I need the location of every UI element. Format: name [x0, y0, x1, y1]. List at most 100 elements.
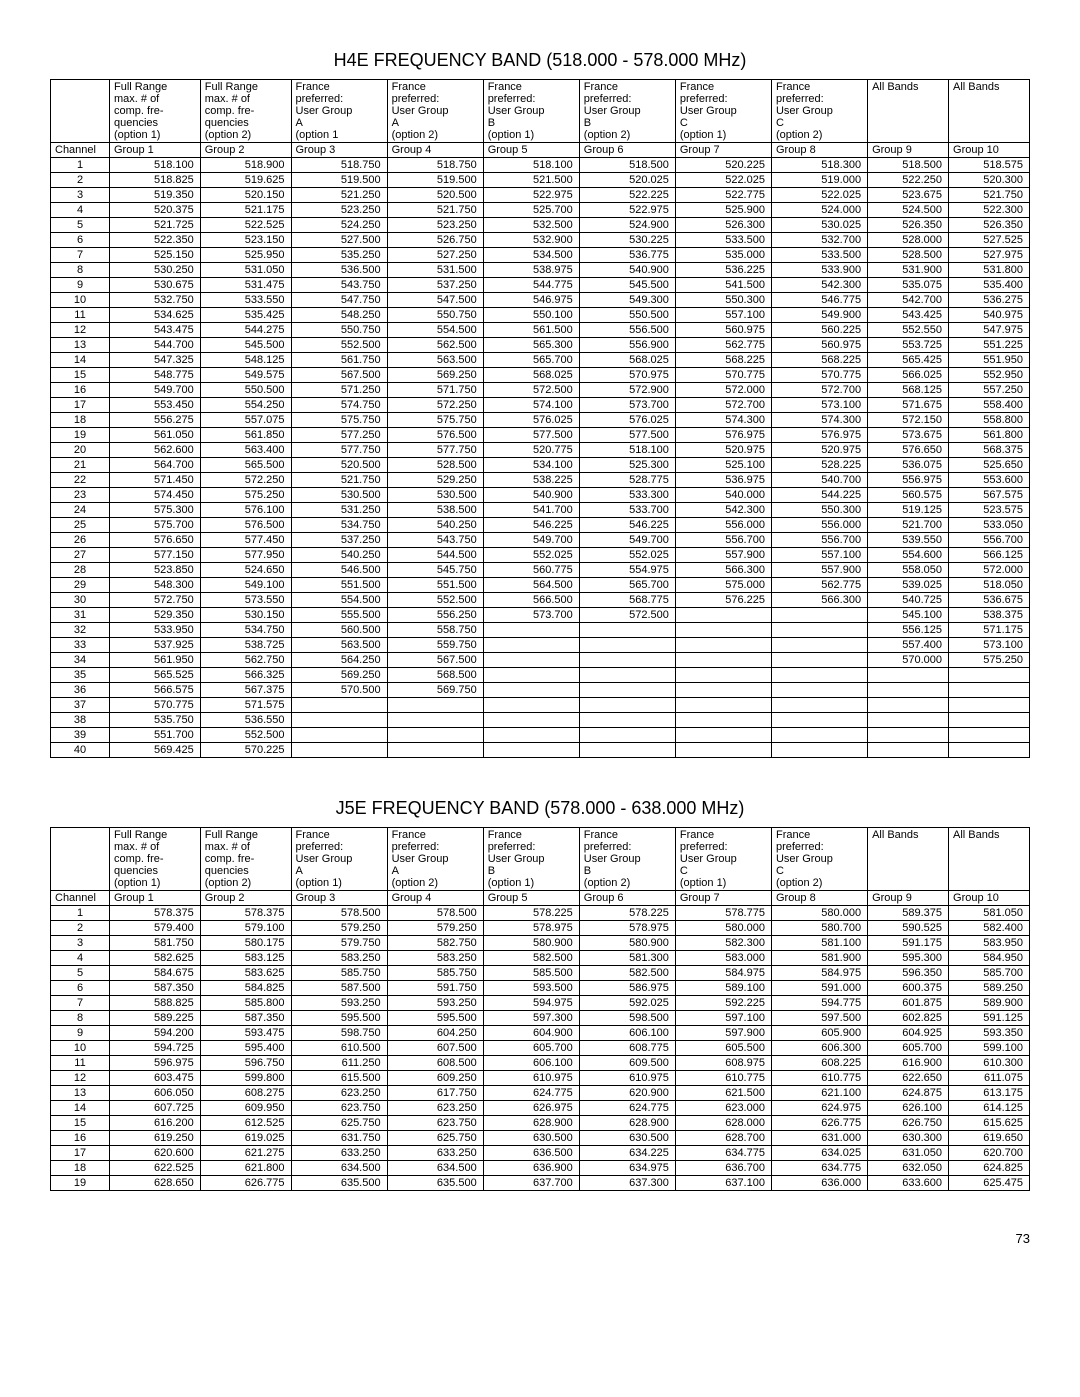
freq-cell: 572.150: [868, 413, 949, 428]
table-row: 8589.225587.350595.500595.500597.300598.…: [51, 1011, 1030, 1026]
freq-cell: 519.500: [291, 173, 387, 188]
freq-cell: 595.400: [200, 1041, 291, 1056]
freq-cell: 623.250: [387, 1101, 483, 1116]
freq-cell: 613.175: [949, 1086, 1030, 1101]
freq-cell: 594.200: [110, 1026, 201, 1041]
freq-cell: 538.975: [483, 263, 579, 278]
freq-cell: 575.250: [949, 653, 1030, 668]
freq-cell: 569.250: [387, 368, 483, 383]
freq-cell: 550.500: [200, 383, 291, 398]
freq-cell: 573.100: [771, 398, 867, 413]
freq-cell: 552.550: [868, 323, 949, 338]
table-row: 25575.700576.500534.750540.250546.225546…: [51, 518, 1030, 533]
freq-cell: 585.700: [949, 966, 1030, 981]
freq-cell: 582.300: [675, 936, 771, 951]
table-row: 39551.700552.500: [51, 728, 1030, 743]
group-header: Group 2: [200, 143, 291, 158]
freq-cell: 584.675: [110, 966, 201, 981]
freq-cell: 604.250: [387, 1026, 483, 1041]
freq-cell: 528.775: [579, 473, 675, 488]
freq-cell: 521.500: [483, 173, 579, 188]
freq-cell: 522.350: [110, 233, 201, 248]
freq-cell: 518.100: [579, 443, 675, 458]
freq-cell: 631.050: [868, 1146, 949, 1161]
freq-cell: 520.150: [200, 188, 291, 203]
freq-cell: 607.725: [110, 1101, 201, 1116]
freq-cell: 556.700: [771, 533, 867, 548]
freq-cell: [675, 623, 771, 638]
freq-cell: 566.575: [110, 683, 201, 698]
freq-cell: 584.975: [675, 966, 771, 981]
freq-cell: 567.375: [200, 683, 291, 698]
freq-cell: 524.500: [868, 203, 949, 218]
freq-cell: [868, 668, 949, 683]
freq-cell: [771, 713, 867, 728]
channel-cell: 30: [51, 593, 110, 608]
freq-cell: 578.225: [579, 906, 675, 921]
table-row: 5584.675583.625585.750585.750585.500582.…: [51, 966, 1030, 981]
freq-cell: 573.100: [949, 638, 1030, 653]
freq-cell: 572.700: [675, 398, 771, 413]
freq-cell: 546.975: [483, 293, 579, 308]
freq-cell: 598.750: [291, 1026, 387, 1041]
freq-cell: 553.725: [868, 338, 949, 353]
freq-cell: 544.700: [110, 338, 201, 353]
freq-cell: 633.250: [291, 1146, 387, 1161]
freq-cell: 527.500: [291, 233, 387, 248]
freq-cell: 606.300: [771, 1041, 867, 1056]
freq-cell: 571.675: [868, 398, 949, 413]
freq-cell: 543.475: [110, 323, 201, 338]
freq-cell: 569.250: [291, 668, 387, 683]
freq-cell: [483, 728, 579, 743]
column-header: Full Rangemax. # ofcomp. fre-quencies(op…: [200, 80, 291, 143]
channel-cell: 13: [51, 1086, 110, 1101]
freq-cell: 550.100: [483, 308, 579, 323]
freq-cell: 533.300: [579, 488, 675, 503]
freq-cell: 563.400: [200, 443, 291, 458]
freq-cell: [579, 683, 675, 698]
freq-cell: 544.275: [200, 323, 291, 338]
freq-cell: 619.650: [949, 1131, 1030, 1146]
freq-cell: 521.750: [291, 473, 387, 488]
freq-cell: 634.225: [579, 1146, 675, 1161]
freq-cell: 630.500: [579, 1131, 675, 1146]
freq-cell: 596.975: [110, 1056, 201, 1071]
freq-cell: 536.550: [200, 713, 291, 728]
freq-cell: 535.750: [110, 713, 201, 728]
freq-cell: [483, 623, 579, 638]
freq-cell: 593.500: [483, 981, 579, 996]
freq-cell: 525.700: [483, 203, 579, 218]
freq-cell: 576.650: [868, 443, 949, 458]
freq-cell: 526.350: [868, 218, 949, 233]
freq-cell: 576.025: [579, 413, 675, 428]
freq-cell: 549.300: [579, 293, 675, 308]
table-row: 9594.200593.475598.750604.250604.900606.…: [51, 1026, 1030, 1041]
group-header: Group 5: [483, 143, 579, 158]
freq-cell: 547.325: [110, 353, 201, 368]
column-header: Francepreferred:User GroupC(option 2): [771, 828, 867, 891]
freq-cell: 614.125: [949, 1101, 1030, 1116]
freq-cell: 616.900: [868, 1056, 949, 1071]
freq-cell: 568.375: [949, 443, 1030, 458]
freq-cell: 533.500: [771, 248, 867, 263]
freq-cell: 579.250: [291, 921, 387, 936]
group-header: Group 6: [579, 143, 675, 158]
freq-cell: 529.250: [387, 473, 483, 488]
freq-cell: 583.250: [387, 951, 483, 966]
freq-cell: [291, 728, 387, 743]
freq-cell: 630.500: [483, 1131, 579, 1146]
freq-cell: 581.050: [949, 906, 1030, 921]
freq-cell: 592.225: [675, 996, 771, 1011]
channel-cell: 11: [51, 1056, 110, 1071]
channel-cell: 8: [51, 263, 110, 278]
freq-cell: 599.100: [949, 1041, 1030, 1056]
freq-cell: 575.250: [200, 488, 291, 503]
freq-cell: 601.875: [868, 996, 949, 1011]
freq-cell: 520.775: [483, 443, 579, 458]
freq-cell: 634.775: [771, 1161, 867, 1176]
column-header: All Bands: [949, 828, 1030, 891]
freq-cell: 570.775: [675, 368, 771, 383]
freq-cell: 518.300: [771, 158, 867, 173]
channel-cell: 33: [51, 638, 110, 653]
freq-cell: 552.500: [291, 338, 387, 353]
